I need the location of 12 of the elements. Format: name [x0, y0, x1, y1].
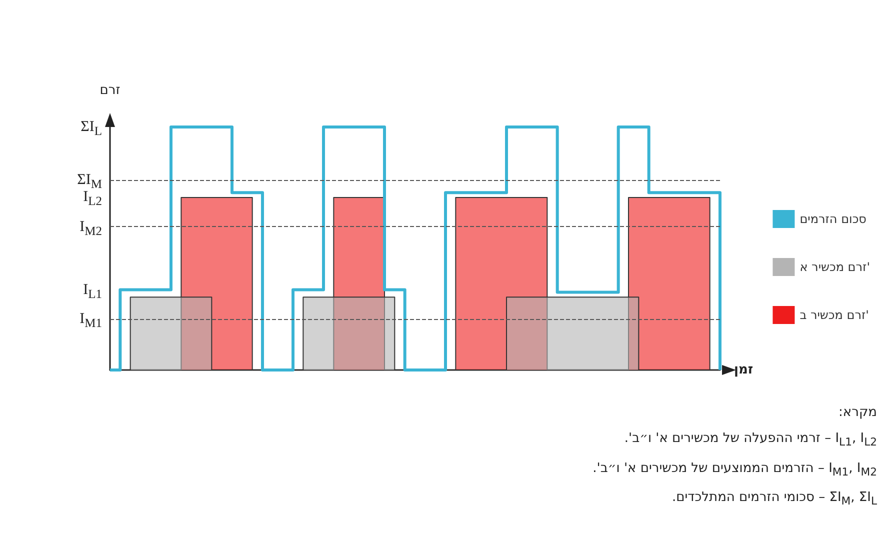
legend-label: זרם מכשיר א': [800, 260, 870, 274]
legend-label: זרם מכשיר ב': [800, 308, 869, 322]
text: מקרא:: [838, 404, 877, 422]
x-axis-title: זמן: [734, 362, 754, 378]
ref-line-label: I$_{M1}$: [80, 310, 102, 330]
ref-line-label: ΣI$_{M}$: [77, 171, 102, 192]
text: I$_{L1}$: [83, 281, 102, 301]
ref-line-label: I$_{M2}$: [80, 218, 102, 238]
text: I$_{L2}$: [83, 189, 102, 208]
y-axis-title: זרם: [100, 83, 120, 98]
legend-label: סכום הזרמים: [800, 212, 867, 226]
text: ΣI$_{L}$: [80, 118, 102, 138]
